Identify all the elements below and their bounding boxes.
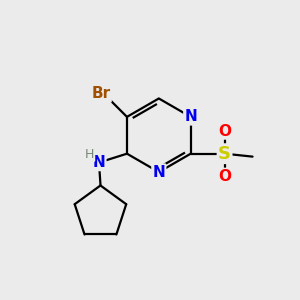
Text: S: S [218, 145, 231, 163]
Text: N: N [152, 165, 165, 180]
Text: Br: Br [92, 86, 111, 101]
Text: O: O [219, 169, 232, 184]
Text: N: N [93, 155, 105, 170]
Text: N: N [184, 110, 197, 124]
Text: O: O [219, 124, 232, 139]
Text: H: H [85, 148, 94, 161]
